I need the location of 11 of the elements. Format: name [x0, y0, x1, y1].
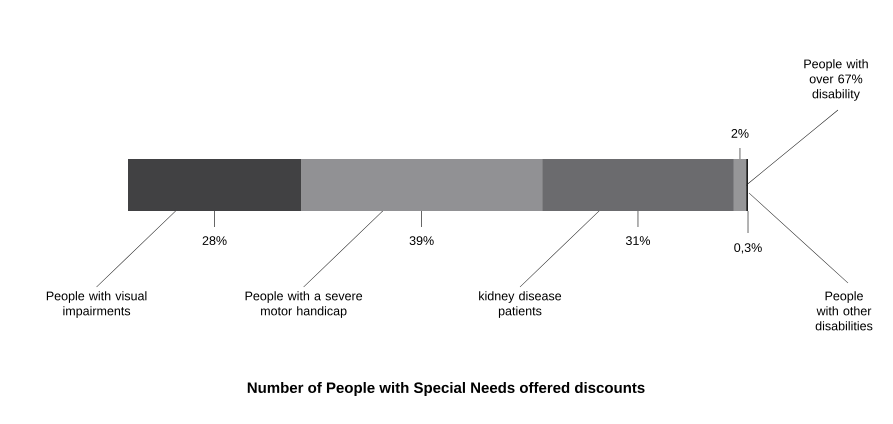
- text: Number of People with Special Needs offered discounts: [248, 382, 645, 396]
- data-label: 0,3%: [734, 243, 762, 254]
- data-label: 28%: [202, 236, 227, 246]
- text: People with a severe motor handicap: [246, 291, 362, 318]
- text: People with other disabilities: [816, 291, 872, 330]
- text: kidney disease patients: [479, 291, 562, 318]
- text: People with visual impairments: [46, 291, 146, 318]
- data-label: 31%: [626, 236, 650, 246]
- data-label: 2%: [732, 129, 749, 138]
- data-label: 39%: [410, 236, 434, 246]
- text: People with over 67% disability: [804, 59, 868, 101]
